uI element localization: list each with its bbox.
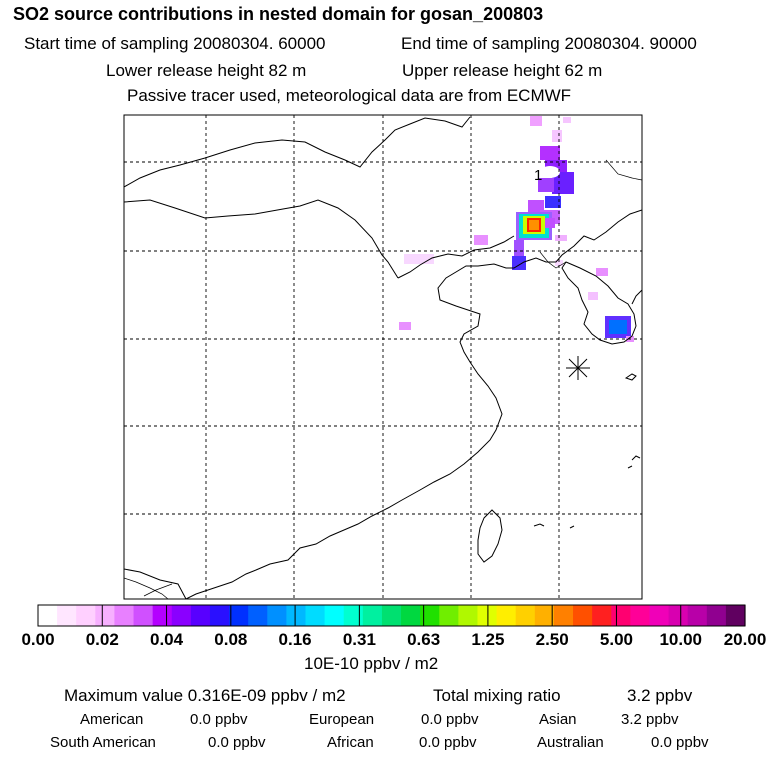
colorbar-label: 10.00 bbox=[659, 630, 702, 649]
australian-label: Australian bbox=[537, 734, 604, 751]
colorbar-swatch bbox=[57, 605, 77, 626]
colorbar-swatch bbox=[725, 605, 746, 626]
colorbar-swatch bbox=[706, 605, 727, 626]
asterisk-icon bbox=[566, 356, 590, 380]
colorbar-swatch bbox=[171, 605, 192, 626]
asian-value: 3.2 ppbv bbox=[621, 711, 679, 728]
upper-release-height: Upper release height 62 m bbox=[402, 61, 603, 80]
african-label: African bbox=[327, 734, 374, 751]
max-value: Maximum value 0.316E-09 ppbv / m2 bbox=[64, 686, 346, 705]
colorbar-swatch bbox=[534, 605, 555, 626]
south-american-label: South American bbox=[50, 734, 156, 751]
south-american-value: 0.0 ppbv bbox=[208, 734, 266, 751]
colorbar-swatch bbox=[439, 605, 459, 626]
colorbar-swatch bbox=[362, 605, 383, 626]
plot-title: SO2 source contributions in nested domai… bbox=[13, 4, 544, 24]
coastlines bbox=[124, 116, 642, 599]
colorbar-swatch bbox=[668, 605, 689, 626]
colorbar-swatch bbox=[229, 605, 249, 626]
colorbar-swatch bbox=[592, 605, 612, 626]
colorbar-swatch bbox=[515, 605, 536, 626]
australian-value: 0.0 ppbv bbox=[651, 734, 709, 751]
colorbar-swatch bbox=[286, 605, 307, 626]
african-value: 0.0 ppbv bbox=[419, 734, 477, 751]
colorbar-swatch bbox=[458, 605, 479, 626]
colorbar-swatch bbox=[152, 605, 173, 626]
colorbar-swatch bbox=[381, 605, 402, 626]
colorbar-label: 0.08 bbox=[214, 630, 248, 649]
colorbar-units: 10E-10 ppbv / m2 bbox=[304, 654, 439, 673]
colorbar-swatch bbox=[687, 605, 708, 626]
colorbar-swatch bbox=[401, 605, 421, 626]
colorbar-label: 0.02 bbox=[85, 630, 119, 649]
colorbar-swatch bbox=[477, 605, 498, 626]
colorbar-swatch bbox=[305, 605, 326, 626]
colorbar-label: 0.63 bbox=[407, 630, 441, 649]
colorbar-swatch bbox=[38, 605, 58, 626]
european-label: European bbox=[309, 711, 375, 728]
american-label: American bbox=[80, 711, 144, 728]
colorbar-frame bbox=[37, 604, 746, 627]
colorbar-label: 0.16 bbox=[278, 630, 312, 649]
total-mixing-value: 3.2 ppbv bbox=[627, 686, 693, 705]
colorbar-swatch bbox=[611, 605, 631, 626]
colorbar-label: 0.00 bbox=[21, 630, 55, 649]
colorbar-swatch bbox=[209, 605, 230, 626]
colorbar-label: 5.00 bbox=[599, 630, 633, 649]
concentration-field bbox=[399, 116, 634, 342]
colorbar bbox=[37, 604, 746, 627]
start-time: Start time of sampling 20080304. 60000 bbox=[24, 34, 326, 53]
colorbar-swatch bbox=[343, 605, 364, 626]
american-value: 0.0 ppbv bbox=[190, 711, 248, 728]
national-borders bbox=[124, 159, 642, 599]
colorbar-swatch bbox=[649, 605, 670, 626]
grid-lines bbox=[124, 115, 642, 599]
colorbar-swatch bbox=[190, 605, 211, 626]
colorbar-swatch bbox=[496, 605, 517, 626]
colorbar-swatch bbox=[248, 605, 268, 626]
lower-release-height: Lower release height 82 m bbox=[106, 61, 307, 80]
colorbar-swatch bbox=[630, 605, 651, 626]
map-frame bbox=[123, 114, 643, 600]
tracer-note: Passive tracer used, meteorological data… bbox=[127, 86, 572, 105]
asian-label: Asian bbox=[539, 711, 577, 728]
total-mixing-label: Total mixing ratio bbox=[433, 686, 561, 705]
label-halo bbox=[540, 166, 560, 178]
colorbar-swatch bbox=[324, 605, 345, 626]
colorbar-swatch bbox=[553, 605, 574, 626]
colorbar-swatch bbox=[76, 605, 96, 626]
colorbar-label: 20.00 bbox=[723, 630, 767, 649]
colorbar-label: 1.25 bbox=[471, 630, 505, 649]
colorbar-label: 0.31 bbox=[342, 630, 376, 649]
european-value: 0.0 ppbv bbox=[421, 711, 479, 728]
colorbar-label: 2.50 bbox=[535, 630, 569, 649]
source-marker-label: 1 bbox=[534, 167, 542, 184]
colorbar-swatch bbox=[133, 605, 154, 626]
colorbar-swatch bbox=[114, 605, 135, 626]
colorbar-swatch bbox=[420, 605, 440, 626]
colorbar-swatch bbox=[95, 605, 116, 626]
colorbar-swatch bbox=[573, 605, 593, 626]
colorbar-label: 0.04 bbox=[149, 630, 184, 649]
colorbar-swatch bbox=[267, 605, 288, 626]
end-time: End time of sampling 20080304. 90000 bbox=[401, 34, 697, 53]
